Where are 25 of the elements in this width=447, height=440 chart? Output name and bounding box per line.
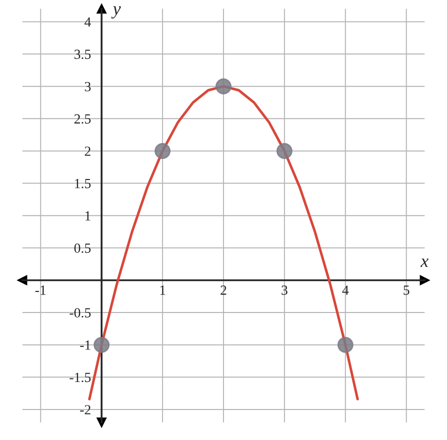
point [337,336,354,353]
y-tick-label: 1.5 [75,178,91,188]
y-tick-label: -1 [80,340,90,350]
x-tick-label: 1 [160,286,166,295]
y-tick-label: -2 [80,405,90,414]
y-tick-label: -1.5 [70,372,91,382]
y-tick-label: 0.5 [74,243,91,253]
point [216,78,232,94]
x-axis-title: x [420,258,429,267]
y-tick-label: 3 [84,82,91,92]
y-tick-label: 1 [85,211,90,220]
x-tick-label: 3 [282,286,288,295]
x-tick-label: 5 [404,286,410,295]
y-tick-label: 3.5 [74,50,91,60]
y-tick-label: 2 [84,146,90,156]
y-tick-label: -0.5 [70,308,91,318]
y-axis-title: y [111,6,121,18]
point [276,142,292,159]
x-tick-label: 2 [220,286,226,295]
y-tick-label: 2.5 [74,114,91,124]
x-tick-label: 4 [342,286,349,295]
point [94,336,110,353]
point [154,142,171,159]
y-tick-label: 4 [84,17,91,27]
x-tick-label: -1 [35,286,46,295]
